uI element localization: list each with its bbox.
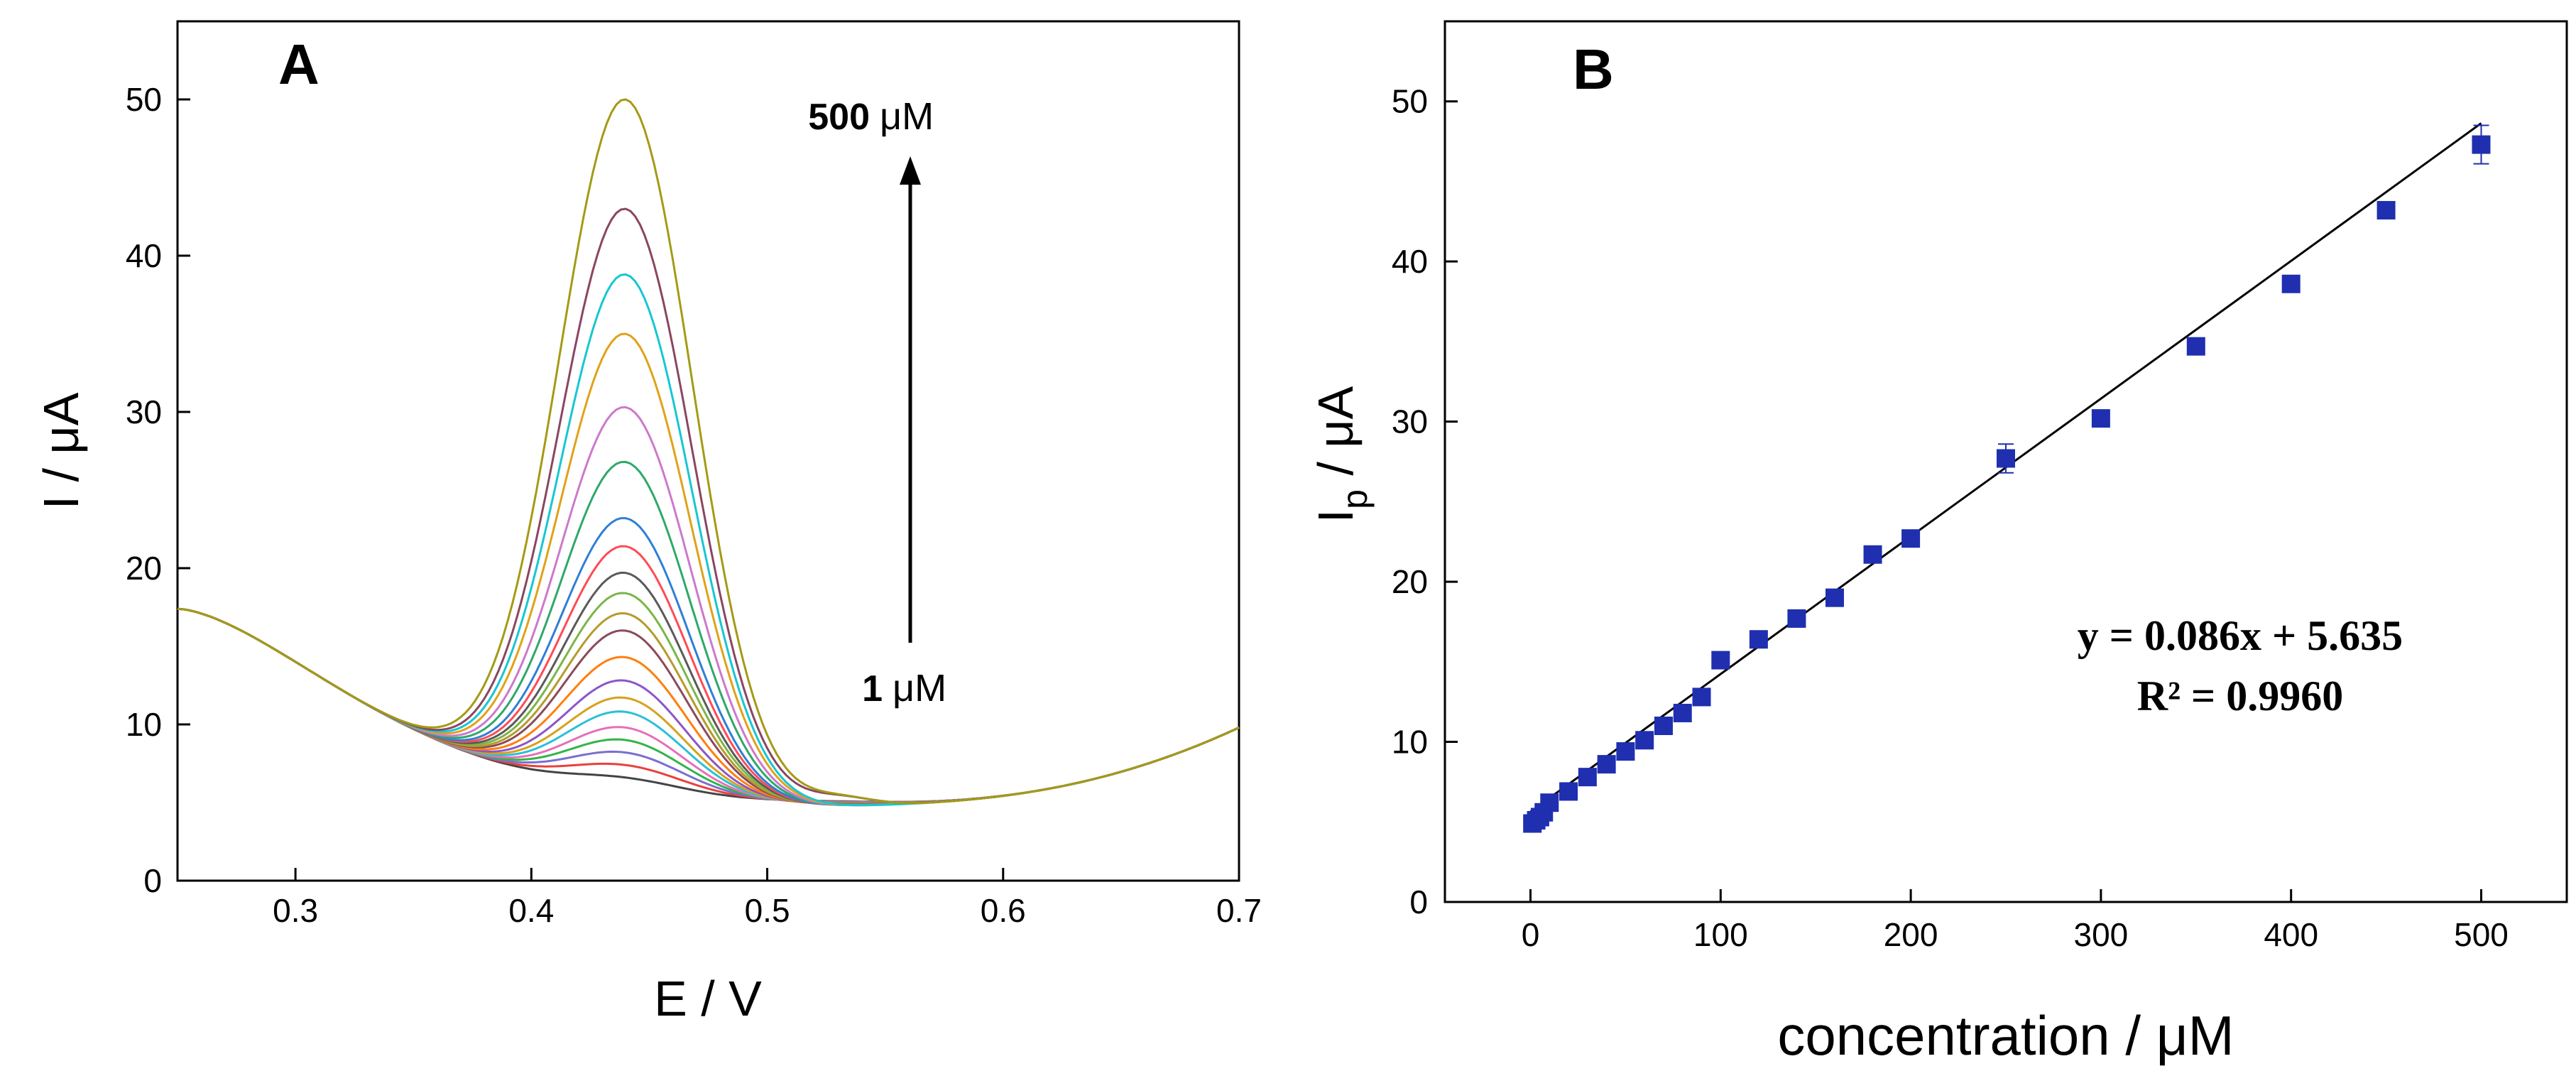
data-point [2472,135,2491,154]
panel-a-x-axis-label: E / V [654,971,762,1026]
dpv-curve [177,607,1240,804]
dpv-curve [177,607,1240,803]
data-point [1635,731,1654,750]
dpv-curve [177,207,1240,804]
panel-b: 0 100 200 300 400 500 0 10 20 30 40 50 B concentrat… [1308,20,2568,1067]
data-point [1749,630,1768,649]
data-point [1597,755,1616,774]
panel-a-x-tick-label: 0.6 [981,892,1026,929]
dpv-curve [177,98,1240,805]
panel-b-points [1523,124,2491,833]
regression-equation: y = 0.086x + 5.635 [2078,612,2403,659]
panel-b-y-axis-label-unit: / μA [1308,386,1363,489]
panel-a-x-tick-label: 0.7 [1216,892,1262,929]
dpv-curve [177,607,1240,803]
panel-b-y-tick-label: 50 [1392,83,1428,120]
panel-a-label: A [278,33,320,96]
annotation-500-value: 500 [808,97,870,138]
panel-a-y-tick-label: 50 [126,81,162,118]
data-point [1692,687,1711,707]
panel-b-y-tick-label: 0 [1409,884,1428,920]
data-point [2091,409,2110,428]
panel-b-x-tick-label: 500 [2454,916,2509,953]
panel-b-y-tick-label: 20 [1392,563,1428,600]
data-point [1997,449,2015,468]
panel-a-x-tick-label: 0.5 [745,892,790,929]
panel-b-label: B [1573,38,1614,101]
panel-b-y-tick-label: 40 [1392,243,1428,280]
annotation-1-unit: μM [893,667,946,710]
panel-b-y-tick-label: 30 [1392,403,1428,440]
panel-a-plot-frame [176,20,1240,882]
data-point [1559,782,1578,801]
data-point [1616,742,1635,761]
panel-a-y-tick-label: 20 [126,550,162,587]
data-point [1711,651,1730,670]
panel-a-y-tick-label: 40 [126,237,162,274]
panel-a-y-tick-label: 10 [126,706,162,743]
data-point [1901,529,1921,548]
annotation-500-unit: μM [880,95,934,138]
panel-a: 0.3 0.4 0.5 0.6 0.7 0 10 20 30 40 50 A E / V I / μ… [33,20,1262,1026]
data-point [1863,545,1882,564]
dpv-curve [177,607,1240,804]
regression-r2: R² = 0.9960 [2137,673,2344,719]
panel-b-ticks: 0 100 200 300 400 500 0 10 20 30 40 50 [1392,83,2509,953]
data-point [2186,337,2205,356]
panel-b-x-axis-label: concentration / μM [1777,1004,2234,1067]
panel-a-y-axis-label: I / μA [33,392,89,509]
panel-b-y-tick-label: 10 [1392,724,1428,761]
panel-a-y-tick-label: 30 [126,393,162,430]
data-point [1825,588,1844,607]
data-point [1787,609,1806,628]
panel-a-x-tick-label: 0.4 [508,892,554,929]
data-point [1578,768,1597,787]
dpv-curve [177,607,1240,803]
dpv-curve [177,545,1240,806]
panel-b-y-axis-label-sub: p [1335,489,1375,509]
data-point [1540,793,1559,812]
annotation-1-value: 1 [862,668,883,710]
panel-b-x-tick-label: 400 [2264,916,2318,953]
panel-b-x-tick-label: 100 [1693,916,1748,953]
data-point [1654,717,1673,735]
panel-b-y-axis-label: Ip / μA [1308,386,1375,523]
panel-a-x-tick-label: 0.3 [273,892,318,929]
data-point [2376,201,2396,220]
panel-a-curves [177,98,1240,807]
panel-b-x-tick-label: 300 [2074,916,2129,953]
data-point [2281,274,2301,293]
panel-a-y-tick-label: 0 [143,862,162,899]
panel-b-y-axis-label-main: I [1308,509,1363,523]
panel-a-ticks: 0.3 0.4 0.5 0.6 0.7 0 10 20 30 40 50 [126,81,1262,929]
panel-b-x-tick-label: 200 [1884,916,1938,953]
panel-b-plot-frame [1443,20,2568,903]
arrow-up-icon [900,156,921,185]
dpv-curve [177,607,1240,804]
data-point [1673,703,1692,722]
panel-b-x-tick-label: 0 [1522,916,1540,953]
